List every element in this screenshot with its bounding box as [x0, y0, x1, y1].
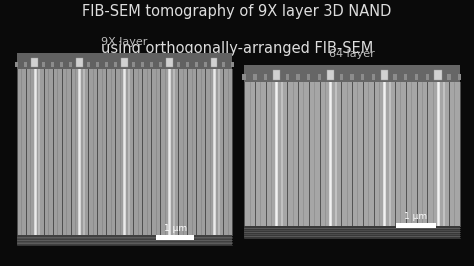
- Bar: [76, 58, 82, 67]
- Bar: [458, 74, 461, 80]
- Bar: [231, 62, 234, 67]
- Bar: [96, 62, 99, 67]
- Bar: [87, 62, 90, 67]
- Bar: [447, 74, 451, 80]
- Bar: [264, 74, 267, 80]
- Bar: [296, 74, 300, 80]
- Bar: [243, 74, 246, 80]
- Bar: [381, 70, 388, 80]
- Bar: [69, 62, 72, 67]
- Text: 64 layer: 64 layer: [329, 48, 375, 59]
- Bar: [253, 74, 256, 80]
- Bar: [121, 58, 128, 67]
- Bar: [186, 62, 189, 67]
- Text: 9X layer: 9X layer: [101, 36, 147, 47]
- Bar: [105, 62, 108, 67]
- Bar: [396, 223, 436, 228]
- Bar: [17, 235, 232, 245]
- Bar: [393, 74, 397, 80]
- Bar: [17, 53, 232, 245]
- Bar: [17, 53, 232, 69]
- Bar: [51, 62, 54, 67]
- Bar: [166, 58, 173, 67]
- Bar: [60, 62, 63, 67]
- Bar: [435, 70, 442, 80]
- Bar: [244, 65, 460, 238]
- Bar: [426, 74, 429, 80]
- Bar: [24, 62, 27, 67]
- Bar: [307, 74, 310, 80]
- Bar: [372, 74, 375, 80]
- Bar: [204, 62, 207, 67]
- Bar: [404, 74, 408, 80]
- Bar: [42, 62, 45, 67]
- Bar: [350, 74, 354, 80]
- Bar: [361, 74, 365, 80]
- Bar: [244, 226, 460, 238]
- Bar: [211, 58, 218, 67]
- Bar: [222, 62, 225, 67]
- Bar: [132, 62, 135, 67]
- Text: FIB-SEM tomography of 9X layer 3D NAND: FIB-SEM tomography of 9X layer 3D NAND: [82, 4, 392, 19]
- Bar: [244, 65, 460, 82]
- Bar: [15, 62, 18, 67]
- Text: using orthogonally-arranged FIB-SEM: using orthogonally-arranged FIB-SEM: [101, 41, 373, 56]
- Bar: [286, 74, 289, 80]
- Bar: [177, 62, 180, 67]
- Bar: [31, 58, 38, 67]
- Text: 1 μm: 1 μm: [164, 224, 187, 233]
- Bar: [339, 74, 343, 80]
- Bar: [195, 62, 198, 67]
- Bar: [415, 74, 418, 80]
- Bar: [318, 74, 321, 80]
- Bar: [273, 70, 280, 80]
- Bar: [114, 62, 117, 67]
- Bar: [150, 62, 153, 67]
- Bar: [156, 235, 194, 240]
- Bar: [159, 62, 162, 67]
- Bar: [141, 62, 144, 67]
- Text: 1 μm: 1 μm: [404, 212, 428, 221]
- Bar: [327, 70, 334, 80]
